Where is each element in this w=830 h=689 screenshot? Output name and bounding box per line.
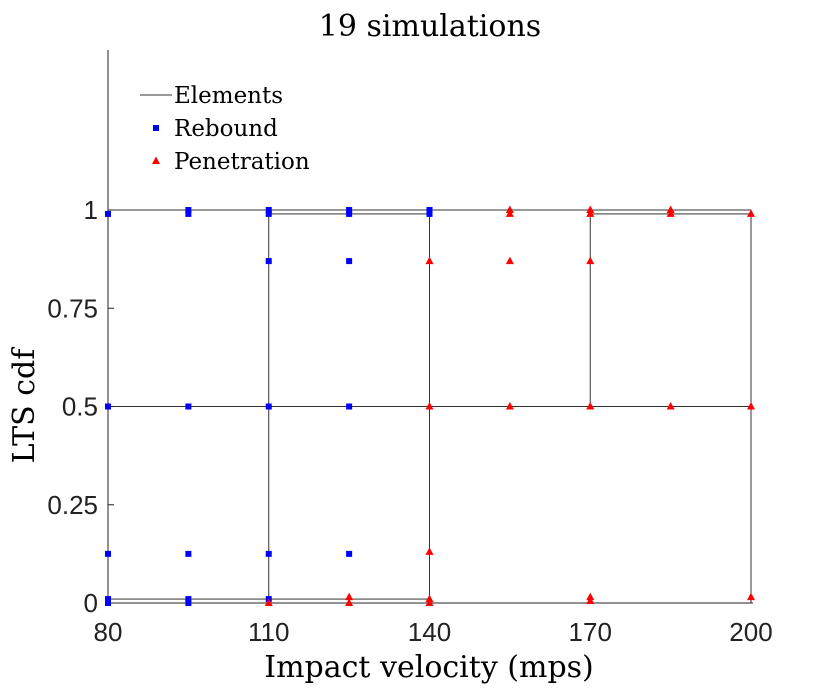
rebound-point: [346, 210, 353, 217]
rebound-point: [185, 596, 192, 603]
legend-label: Elements: [174, 83, 283, 109]
y-tick-label: 0.5: [62, 392, 98, 422]
penetration-point: [666, 209, 675, 217]
legend-label: Rebound: [174, 116, 278, 142]
penetration-point: [666, 402, 675, 410]
legend-triangle-swatch: [152, 156, 160, 164]
y-tick-label: 0.75: [47, 293, 98, 323]
penetration-point: [586, 205, 595, 213]
axes-layer: 80 110 140 170 200 0 0.25 0.5 0.75 1: [47, 50, 773, 647]
penetration-point: [505, 256, 514, 265]
rebound-point: [105, 403, 111, 410]
penetration-point: [586, 209, 595, 217]
penetration-point: [345, 592, 354, 601]
penetration-point: [264, 598, 273, 606]
rebound-point: [185, 403, 192, 410]
rebound-point: [185, 210, 192, 217]
penetration-point: [747, 402, 755, 410]
penetration-point: [747, 592, 755, 601]
penetration-point: [505, 402, 514, 410]
y-tick-label: 0: [84, 588, 98, 618]
x-tick-label: 200: [729, 617, 772, 647]
rebound-point: [265, 207, 272, 213]
penetration-point: [345, 598, 354, 606]
rebound-point: [185, 600, 192, 606]
x-axis-label: Impact velocity (mps): [264, 650, 594, 685]
penetration-point: [425, 594, 434, 603]
penetration-point: [586, 402, 595, 410]
rebound-point: [346, 258, 353, 265]
rebound-point: [105, 596, 111, 603]
legend-square-swatch: [153, 125, 159, 131]
legend: Elements Rebound Penetration: [140, 83, 310, 175]
rebound-point: [265, 210, 272, 217]
penetration-point: [505, 205, 514, 213]
y-tick-label: 1: [84, 195, 98, 225]
chart-title: 19 simulations: [319, 9, 541, 44]
rebound-point: [265, 403, 272, 410]
legend-label: Penetration: [174, 149, 310, 175]
rebound-point: [105, 210, 111, 217]
penetration-point: [425, 402, 434, 410]
penetration-point: [425, 256, 434, 265]
x-tick-label: 140: [408, 617, 451, 647]
rebound-point: [185, 207, 192, 213]
penetration-point: [425, 547, 434, 555]
rebound-point: [265, 550, 272, 557]
penetration-point: [505, 209, 514, 217]
rebound-point: [105, 600, 111, 606]
penetration-point: [747, 209, 755, 217]
penetration-point: [666, 205, 675, 213]
element-rect: [589, 213, 752, 407]
rebound-point: [426, 207, 433, 213]
rebound-point: [265, 258, 272, 265]
x-tick-label: 80: [94, 617, 123, 647]
penetration-point: [586, 256, 595, 265]
penetration-point: [586, 592, 595, 601]
penetration-point: [425, 598, 434, 606]
rebound-point: [346, 207, 353, 213]
rebound-point: [426, 210, 433, 217]
penetration-point: [586, 596, 595, 605]
rebound-point: [105, 550, 111, 557]
x-tick-label: 170: [569, 617, 612, 647]
points-layer: [105, 205, 755, 606]
rebound-point: [185, 550, 192, 557]
x-tick-label: 110: [248, 617, 289, 647]
y-axis-label: LTS cdf: [7, 347, 42, 464]
rebound-point: [346, 550, 353, 557]
rebound-point: [346, 403, 353, 410]
y-tick-label: 0.25: [47, 490, 98, 520]
